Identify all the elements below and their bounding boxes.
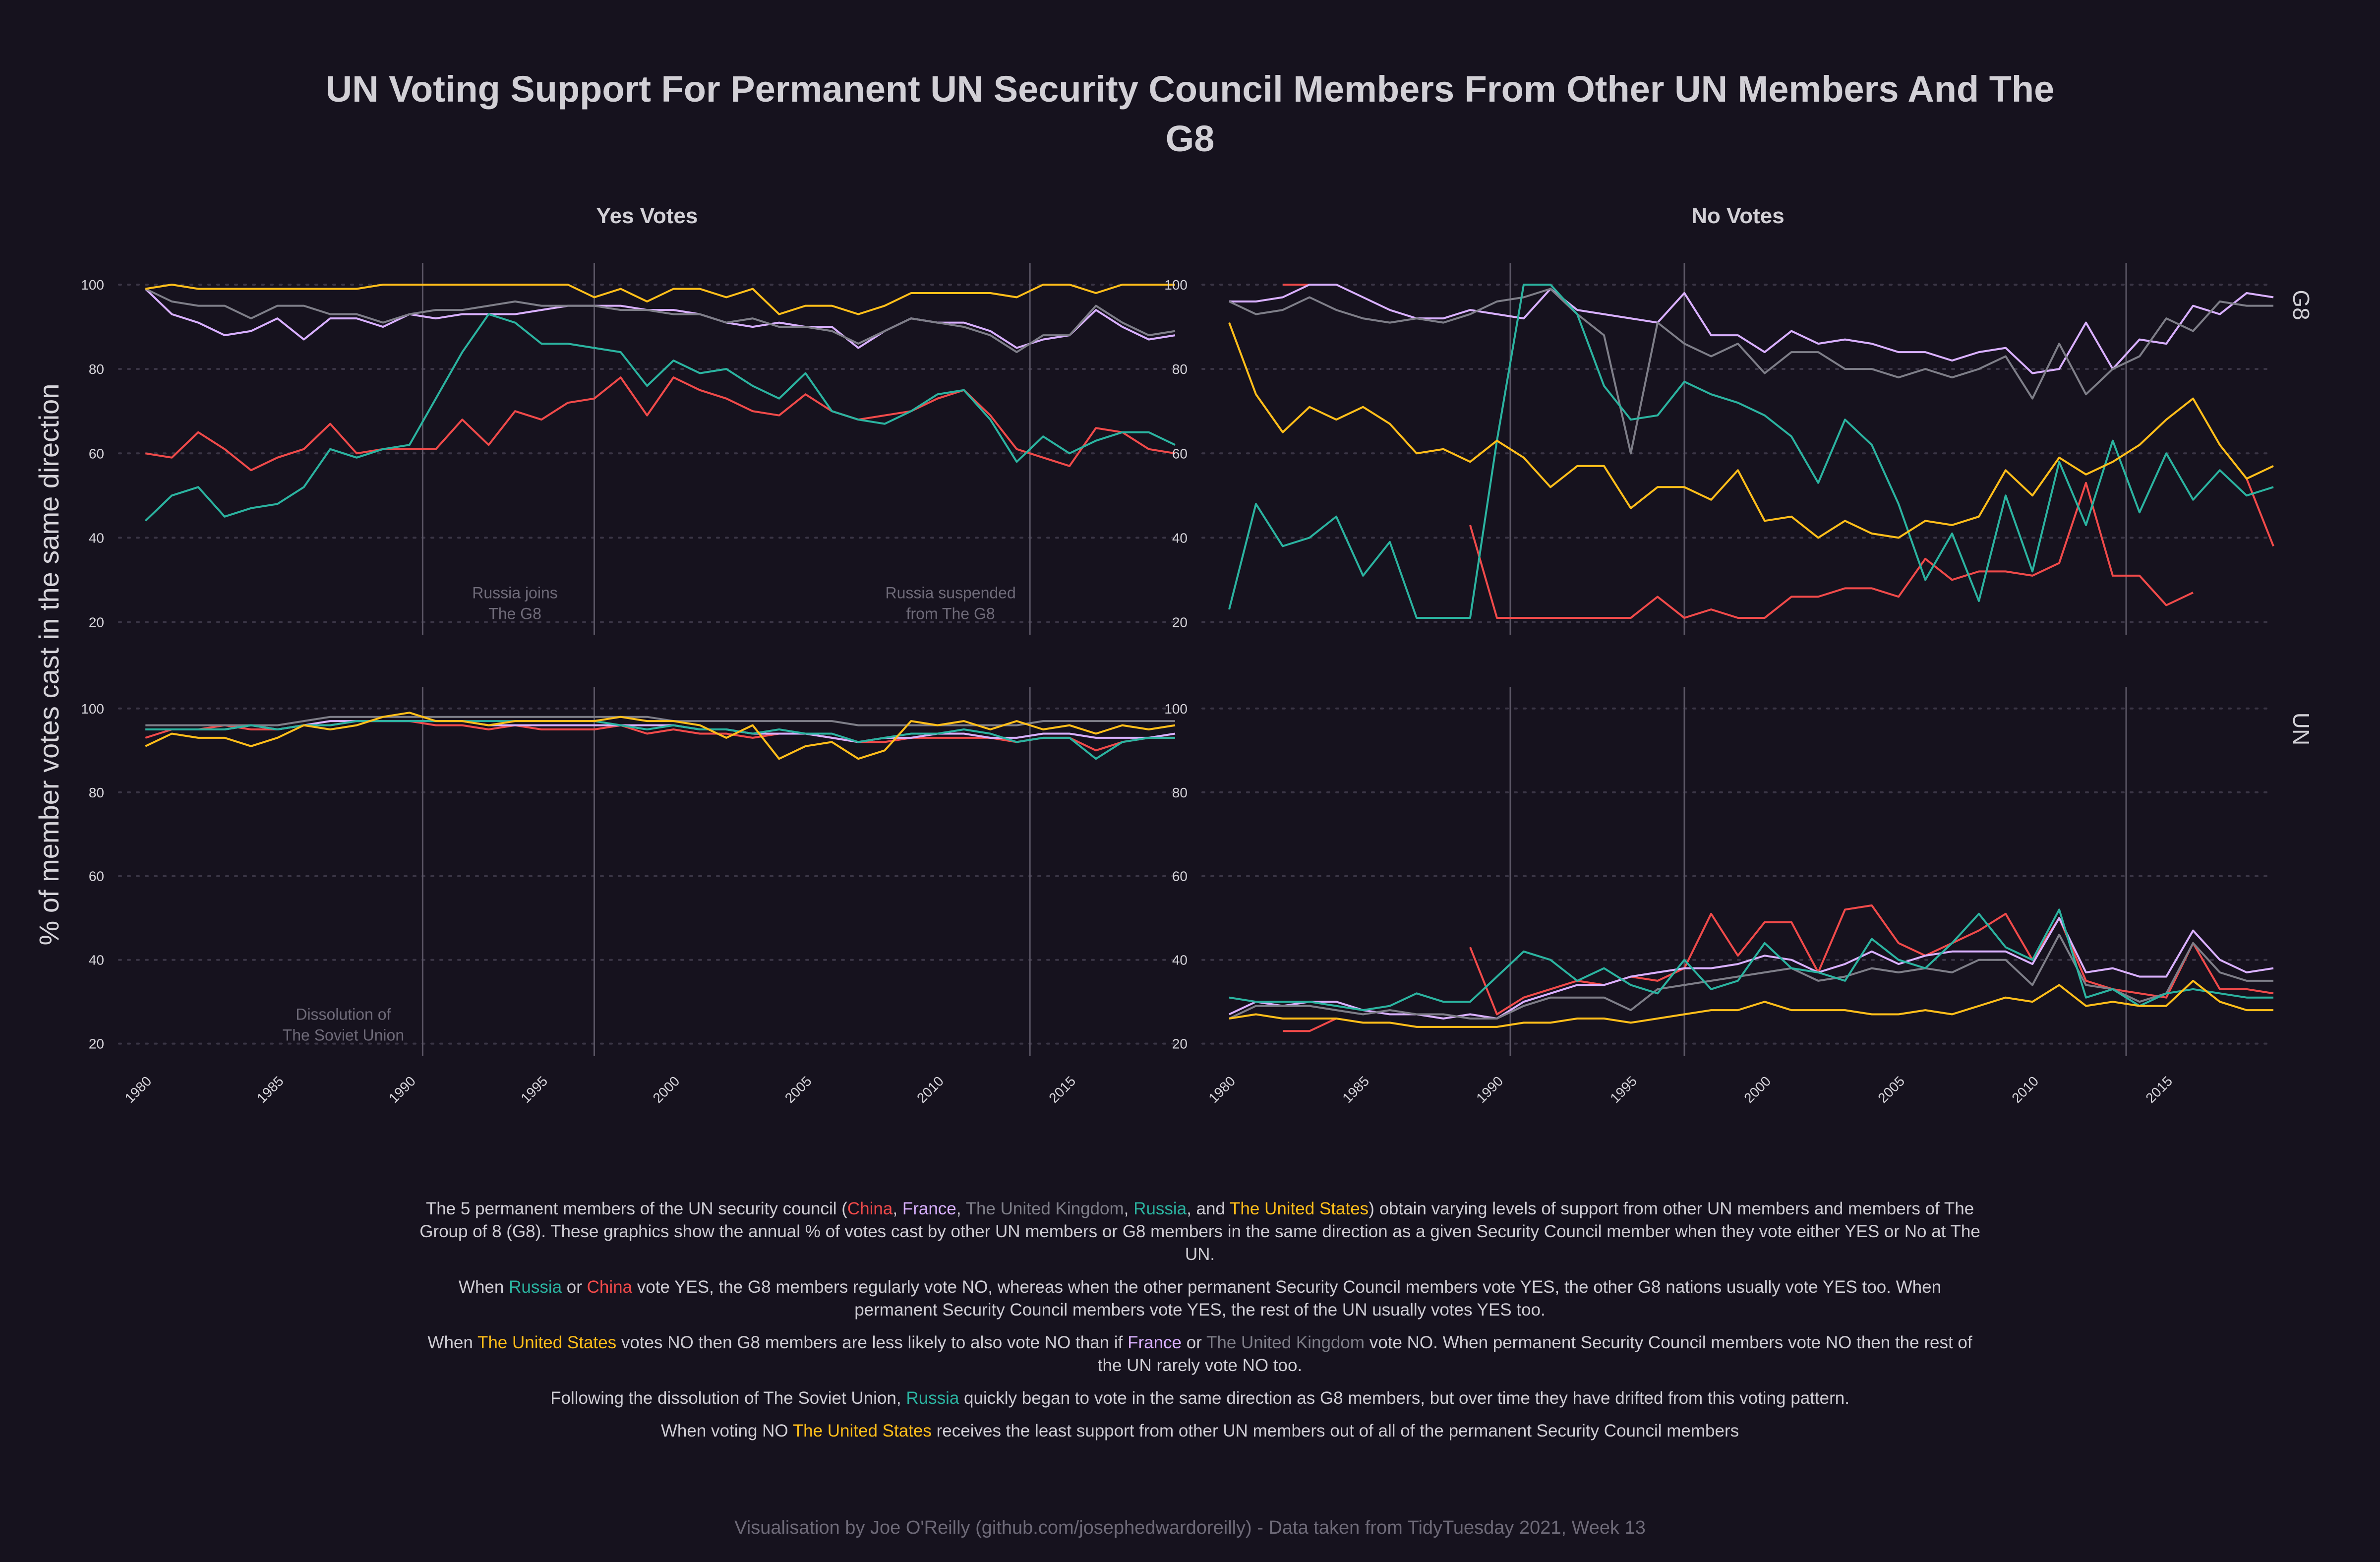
credit-line: Visualisation by Joe O'Reilly (github.co…: [734, 1517, 1646, 1538]
x-tick-label: 1980: [1205, 1073, 1238, 1106]
x-tick-label: 2010: [914, 1073, 947, 1106]
y-tick-label: 80: [89, 785, 104, 800]
series-line: [1283, 284, 2274, 619]
description-paragraph: The 5 permanent members of the UN securi…: [419, 1199, 1980, 1264]
series-line: [145, 376, 1176, 472]
y-tick-label: 80: [89, 361, 104, 377]
annotation-label: Russia suspended from The G8: [885, 584, 1015, 622]
y-tick-label: 40: [89, 530, 104, 545]
x-tick-label: 2000: [650, 1073, 683, 1106]
series-line: [1229, 934, 2273, 1020]
series-line: [145, 288, 1176, 354]
description-paragraph: When The United States votes NO then G8 …: [427, 1333, 1972, 1375]
annotation-label: Dissolution of The Soviet Union: [283, 1006, 404, 1044]
x-tick-label: 1985: [1339, 1073, 1372, 1106]
description-paragraph: Following the dissolution of The Soviet …: [550, 1388, 1849, 1408]
series-line: [1283, 904, 2274, 1032]
annotation-line: from The G8: [906, 604, 995, 622]
y-tick-label: 40: [1172, 530, 1188, 545]
y-tick-label: 60: [1172, 869, 1188, 884]
y-tick-label: 80: [1172, 361, 1188, 377]
description-paragraph: When voting NO The United States receive…: [660, 1421, 1739, 1441]
member-name: Russia: [509, 1277, 562, 1297]
member-name: The United States: [1230, 1199, 1369, 1218]
chart-title: UN Voting Support For Permanent UN Secur…: [325, 68, 2055, 159]
series-line: [1228, 284, 2274, 619]
column-title: Yes Votes: [596, 204, 698, 228]
member-name: France: [1128, 1333, 1182, 1352]
x-tick-label: 1985: [254, 1073, 287, 1106]
series-line: [145, 284, 1175, 315]
annotation-line: Russia joins: [472, 584, 558, 601]
y-tick-label: 20: [89, 1036, 104, 1052]
description-paragraph: When Russia or China vote YES, the G8 me…: [458, 1277, 1942, 1320]
panel: 20 40 60 80 100: [1164, 263, 2274, 635]
y-tick-label: 100: [81, 277, 104, 293]
annotation-line: Dissolution of: [296, 1006, 391, 1023]
y-tick-label: 100: [1164, 277, 1188, 293]
panel: 20 40 60 80 100 Russia joins The G8 Russia susp…: [81, 263, 1176, 635]
column-title: No Votes: [1691, 204, 1784, 228]
annotation-label: Russia joins The G8: [472, 584, 558, 622]
member-name: Russia: [1133, 1199, 1187, 1218]
x-tick-label: 2015: [1046, 1073, 1078, 1106]
y-tick-label: 20: [89, 614, 104, 630]
x-tick-label: 1995: [1607, 1073, 1640, 1106]
description: The 5 permanent members of the UN securi…: [416, 1198, 1983, 1452]
series-line: [144, 288, 1176, 349]
member-name: The United States: [477, 1333, 617, 1352]
series-line: [1228, 322, 2274, 539]
y-axis-label: % of member votes cast in the same direc…: [33, 384, 64, 946]
panel: 20 40 60 80 100 Dissolution of The Soviet Unio…: [81, 687, 1176, 1106]
y-tick-label: 20: [1172, 1036, 1188, 1052]
x-tick-label: 1980: [122, 1073, 155, 1106]
x-tick-label: 1990: [386, 1073, 418, 1106]
y-tick-label: 100: [81, 701, 104, 717]
member-name: The United Kingdom: [965, 1199, 1124, 1218]
member-name: China: [847, 1199, 893, 1218]
member-name: China: [587, 1277, 633, 1297]
member-name: The United States: [792, 1421, 932, 1441]
series-line: [145, 720, 1175, 760]
y-tick-label: 100: [1164, 701, 1188, 717]
y-tick-label: 60: [89, 869, 104, 884]
y-tick-label: 60: [1172, 446, 1188, 461]
series-line: [1229, 284, 2274, 374]
series-line: [1229, 917, 2274, 1020]
x-tick-label: 1990: [1473, 1073, 1506, 1106]
member-name: Russia: [906, 1388, 959, 1408]
annotation-line: The Soviet Union: [283, 1026, 404, 1044]
series-line: [1229, 288, 2273, 455]
y-tick-label: 60: [89, 446, 104, 461]
y-tick-label: 80: [1172, 785, 1188, 800]
y-tick-label: 20: [1172, 614, 1188, 630]
series-line: [145, 712, 1176, 760]
row-title: G8: [2288, 290, 2314, 320]
x-tick-label: 2005: [782, 1073, 815, 1106]
member-name: France: [902, 1199, 956, 1218]
x-tick-label: 2015: [2142, 1073, 2175, 1106]
x-tick-label: 2000: [1741, 1073, 1774, 1106]
annotation-line: Russia suspended: [885, 584, 1015, 601]
y-tick-label: 40: [1172, 953, 1188, 968]
x-tick-label: 1995: [518, 1073, 550, 1106]
y-tick-label: 40: [89, 953, 104, 968]
member-name: The United Kingdom: [1206, 1333, 1365, 1352]
x-tick-label: 2005: [1875, 1073, 1907, 1106]
series-line: [1229, 908, 2273, 1012]
series-line: [144, 313, 1176, 522]
annotation-line: The G8: [488, 604, 541, 622]
series-line: [1229, 979, 2273, 1028]
chart-canvas: % of member votes cast in the same direc…: [33, 204, 2314, 1106]
x-tick-label: 2010: [2009, 1073, 2041, 1106]
panel: 20 40 60 80 100 1980 1985 1990 1995 2000 2005 2010 2…: [1164, 687, 2274, 1106]
row-title: UN: [2288, 713, 2314, 745]
